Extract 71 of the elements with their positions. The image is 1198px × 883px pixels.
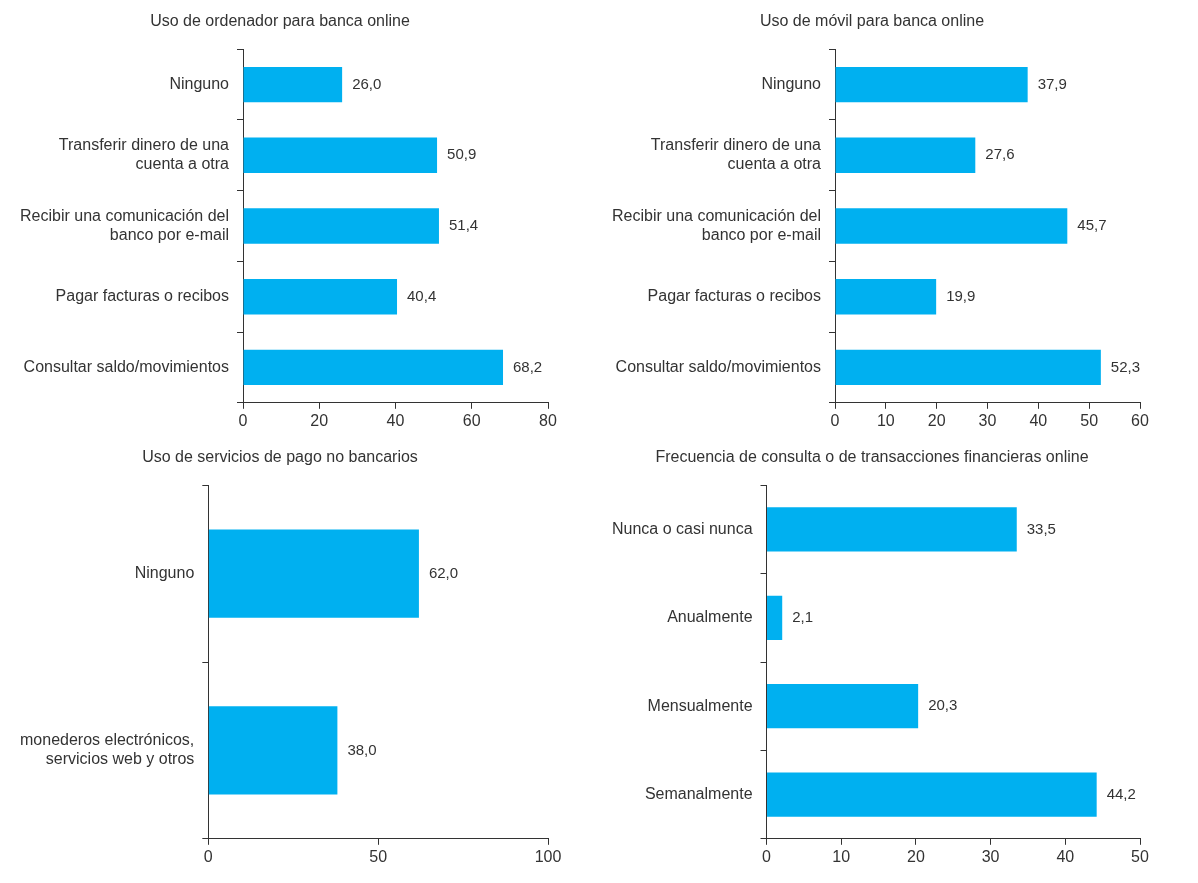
data-label: 37,9 <box>1037 74 1067 92</box>
x-tick-label: 20 <box>927 411 946 429</box>
chart-title: Frecuencia de consulta o de transacciones financieras online <box>655 448 1089 466</box>
chart-title: Uso de ordenador para banca online <box>150 12 410 30</box>
x-tick-label: 50 <box>1131 847 1149 865</box>
data-label: 20,3 <box>928 696 958 714</box>
bar <box>835 349 1101 386</box>
data-label: 44,2 <box>1106 784 1136 802</box>
x-tick-label: 60 <box>462 411 481 429</box>
x-tick-label: 30 <box>978 411 997 429</box>
y-tick-label: Pagar facturas o recibos <box>647 287 821 305</box>
bar <box>243 208 439 244</box>
data-label: 40,4 <box>407 286 437 304</box>
x-tick-label: 50 <box>1080 411 1099 429</box>
x-tick-label: 20 <box>907 847 925 865</box>
y-tick-label: Semanalmente <box>644 785 753 803</box>
bar <box>243 137 438 173</box>
bar <box>835 279 937 315</box>
data-label: 19,9 <box>946 286 976 304</box>
bar <box>835 208 1068 244</box>
y-tick-label: Recibir una comunicación del banco por e-mail <box>20 206 229 244</box>
y-tick-label: Consultar saldo/movimientos <box>615 357 821 375</box>
x-tick-label: 20 <box>310 411 329 429</box>
bar <box>243 349 504 386</box>
x-tick-label: 0 <box>830 411 840 429</box>
bar <box>835 66 1028 103</box>
y-tick-label: Mensualmente <box>647 696 753 714</box>
data-label: 51,4 <box>448 216 479 234</box>
x-tick-label: 60 <box>1131 411 1149 429</box>
data-label: 2,1 <box>792 607 814 625</box>
x-tick-label: 10 <box>876 411 895 429</box>
data-label: 38,0 <box>347 740 377 758</box>
bar <box>767 595 783 640</box>
x-tick-label: 0 <box>238 411 248 429</box>
data-label: 62,0 <box>428 563 459 581</box>
y-tick-label: Ninguno <box>169 74 230 92</box>
data-label: 33,5 <box>1026 519 1056 537</box>
chart-title: Uso de servicios de pago no bancarios <box>142 448 418 466</box>
x-tick-label: 40 <box>1056 847 1075 865</box>
x-tick-label: 40 <box>386 411 405 429</box>
x-tick-label: 0 <box>762 847 772 865</box>
x-tick-label: 100 <box>534 847 562 865</box>
bar <box>767 507 1017 552</box>
data-label: 68,2 <box>513 357 543 375</box>
y-tick-label: monederos electrónicos, servicios web y otros <box>20 731 195 768</box>
data-label: 45,7 <box>1077 216 1107 234</box>
y-tick-label: Transferir dinero de una cuenta a otra <box>650 136 822 173</box>
y-tick-label: Ninguno <box>134 564 195 582</box>
bar <box>243 66 343 103</box>
y-tick-label: Transferir dinero de una cuenta a otra <box>58 136 230 173</box>
chart-title: Uso de móvil para banca online <box>759 12 985 30</box>
data-label: 52,3 <box>1110 357 1141 375</box>
x-tick-label: 30 <box>981 847 1000 865</box>
bar <box>767 772 1097 817</box>
x-tick-label: 80 <box>539 411 557 429</box>
bar <box>767 684 919 729</box>
y-tick-label: Nunca o casi nunca <box>612 519 753 537</box>
data-label: 50,9 <box>447 145 477 163</box>
y-tick-label: Recibir una comunicación del banco por e-mail <box>612 206 821 244</box>
y-tick-label: Consultar saldo/movimientos <box>23 357 229 375</box>
x-tick-label: 40 <box>1029 411 1048 429</box>
x-tick-label: 10 <box>832 847 851 865</box>
data-label: 27,6 <box>985 145 1015 163</box>
x-tick-label: 50 <box>369 847 388 865</box>
bar <box>243 279 398 315</box>
y-tick-label: Pagar facturas o recibos <box>55 287 229 305</box>
data-label: 26,0 <box>352 74 382 92</box>
y-tick-label: Ninguno <box>761 74 822 92</box>
x-tick-label: 0 <box>203 847 213 865</box>
y-tick-label: Anualmente <box>667 608 753 626</box>
bar <box>835 137 976 173</box>
